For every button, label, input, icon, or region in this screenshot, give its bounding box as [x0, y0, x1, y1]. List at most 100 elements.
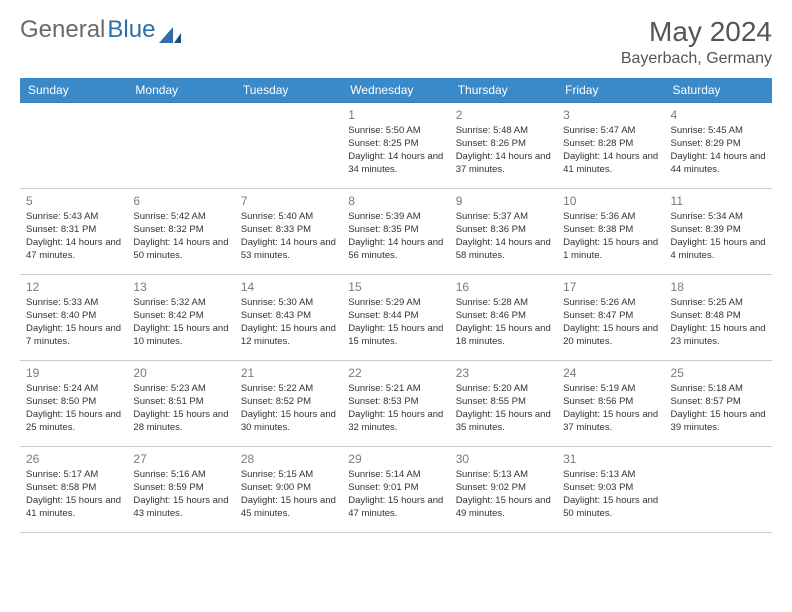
- calendar-day-cell: 15 Sunrise: 5:29 AMSunset: 8:44 PMDayligh…: [342, 275, 449, 361]
- sun-info: Sunrise: 5:28 AMSunset: 8:46 PMDaylight:…: [456, 297, 551, 348]
- logo: GeneralBlue: [20, 16, 181, 44]
- sun-info: Sunrise: 5:18 AMSunset: 8:57 PMDaylight:…: [671, 383, 766, 434]
- sun-info: Sunrise: 5:20 AMSunset: 8:55 PMDaylight:…: [456, 383, 551, 434]
- calendar-day-cell: 12 Sunrise: 5:33 AMSunset: 8:40 PMDayligh…: [20, 275, 127, 361]
- day-number: 27: [133, 451, 228, 467]
- day-number: 5: [26, 193, 121, 209]
- logo-text-blue: Blue: [107, 16, 155, 44]
- calendar-day-cell: 5 Sunrise: 5:43 AMSunset: 8:31 PMDaylight…: [20, 189, 127, 275]
- calendar-day-cell: 20 Sunrise: 5:23 AMSunset: 8:51 PMDayligh…: [127, 361, 234, 447]
- sun-info: Sunrise: 5:15 AMSunset: 9:00 PMDaylight:…: [241, 469, 336, 520]
- calendar-day-cell: [235, 103, 342, 189]
- calendar-day-cell: 18Sunrise: 5:25 AMSunset: 8:48 PMDayligh…: [665, 275, 772, 361]
- sun-info: Sunrise: 5:21 AMSunset: 8:53 PMDaylight:…: [348, 383, 443, 434]
- calendar-day-cell: 29Sunrise: 5:14 AMSunset: 9:01 PMDayligh…: [342, 447, 449, 533]
- calendar-day-cell: 22 Sunrise: 5:21 AMSunset: 8:53 PMDayligh…: [342, 361, 449, 447]
- calendar-week-row: 1 Sunrise: 5:50 AMSunset: 8:25 PMDaylight…: [20, 103, 772, 189]
- day-number: 24: [563, 365, 658, 381]
- calendar-table: SundayMondayTuesdayWednesdayThursdayFrid…: [20, 78, 772, 533]
- calendar-day-cell: 1 Sunrise: 5:50 AMSunset: 8:25 PMDaylight…: [342, 103, 449, 189]
- logo-sail-icon: [159, 22, 181, 38]
- sun-info: Sunrise: 5:22 AMSunset: 8:52 PMDaylight:…: [241, 383, 336, 434]
- sun-info: Sunrise: 5:17 AMSunset: 8:58 PMDaylight:…: [26, 469, 121, 520]
- calendar-day-cell: 8 Sunrise: 5:39 AMSunset: 8:35 PMDaylight…: [342, 189, 449, 275]
- calendar-day-cell: 2Sunrise: 5:48 AMSunset: 8:26 PMDaylight…: [450, 103, 557, 189]
- sun-info: Sunrise: 5:16 AMSunset: 8:59 PMDaylight:…: [133, 469, 228, 520]
- day-header: Wednesday: [342, 78, 449, 103]
- sun-info: Sunrise: 5:47 AMSunset: 8:28 PMDaylight:…: [563, 125, 658, 176]
- day-number: 25: [671, 365, 766, 381]
- day-number: 11: [671, 193, 766, 209]
- day-number: 8: [348, 193, 443, 209]
- calendar-day-cell: 4Sunrise: 5:45 AMSunset: 8:29 PMDaylight…: [665, 103, 772, 189]
- calendar-day-cell: 17Sunrise: 5:26 AMSunset: 8:47 PMDayligh…: [557, 275, 664, 361]
- day-number: 2: [456, 107, 551, 123]
- day-number: 22: [348, 365, 443, 381]
- day-header-row: SundayMondayTuesdayWednesdayThursdayFrid…: [20, 78, 772, 103]
- day-number: 23: [456, 365, 551, 381]
- calendar-day-cell: 28 Sunrise: 5:15 AMSunset: 9:00 PMDayligh…: [235, 447, 342, 533]
- day-number: 20: [133, 365, 228, 381]
- location-text: Bayerbach, Germany: [621, 50, 772, 68]
- calendar-day-cell: 31 Sunrise: 5:13 AMSunset: 9:03 PMDayligh…: [557, 447, 664, 533]
- calendar-day-cell: 16 Sunrise: 5:28 AMSunset: 8:46 PMDayligh…: [450, 275, 557, 361]
- sun-info: Sunrise: 5:29 AMSunset: 8:44 PMDaylight:…: [348, 297, 443, 348]
- sun-info: Sunrise: 5:50 AMSunset: 8:25 PMDaylight:…: [348, 125, 443, 176]
- calendar-day-cell: 14Sunrise: 5:30 AMSunset: 8:43 PMDayligh…: [235, 275, 342, 361]
- day-number: 31: [563, 451, 658, 467]
- sun-info: Sunrise: 5:23 AMSunset: 8:51 PMDaylight:…: [133, 383, 228, 434]
- sun-info: Sunrise: 5:33 AMSunset: 8:40 PMDaylight:…: [26, 297, 121, 348]
- day-header: Sunday: [20, 78, 127, 103]
- calendar-day-cell: 27 Sunrise: 5:16 AMSunset: 8:59 PMDayligh…: [127, 447, 234, 533]
- day-number: 3: [563, 107, 658, 123]
- day-number: 30: [456, 451, 551, 467]
- sun-info: Sunrise: 5:32 AMSunset: 8:42 PMDaylight:…: [133, 297, 228, 348]
- calendar-day-cell: [20, 103, 127, 189]
- sun-info: Sunrise: 5:42 AMSunset: 8:32 PMDaylight:…: [133, 211, 228, 262]
- sun-info: Sunrise: 5:36 AMSunset: 8:38 PMDaylight:…: [563, 211, 658, 262]
- calendar-week-row: 19Sunrise: 5:24 AMSunset: 8:50 PMDayligh…: [20, 361, 772, 447]
- calendar-week-row: 12 Sunrise: 5:33 AMSunset: 8:40 PMDayligh…: [20, 275, 772, 361]
- calendar-week-row: 26 Sunrise: 5:17 AMSunset: 8:58 PMDayligh…: [20, 447, 772, 533]
- day-number: 19: [26, 365, 121, 381]
- day-number: 29: [348, 451, 443, 467]
- day-number: 9: [456, 193, 551, 209]
- day-number: 17: [563, 279, 658, 295]
- calendar-day-cell: 19Sunrise: 5:24 AMSunset: 8:50 PMDayligh…: [20, 361, 127, 447]
- logo-text-general: General: [20, 16, 105, 44]
- day-header: Thursday: [450, 78, 557, 103]
- month-title: May 2024: [621, 16, 772, 48]
- calendar-day-cell: 23 Sunrise: 5:20 AMSunset: 8:55 PMDayligh…: [450, 361, 557, 447]
- day-number: 15: [348, 279, 443, 295]
- sun-info: Sunrise: 5:34 AMSunset: 8:39 PMDaylight:…: [671, 211, 766, 262]
- title-block: May 2024 Bayerbach, Germany: [621, 16, 772, 68]
- day-number: 26: [26, 451, 121, 467]
- day-number: 1: [348, 107, 443, 123]
- day-header: Saturday: [665, 78, 772, 103]
- calendar-day-cell: 26 Sunrise: 5:17 AMSunset: 8:58 PMDayligh…: [20, 447, 127, 533]
- calendar-day-cell: 10 Sunrise: 5:36 AMSunset: 8:38 PMDayligh…: [557, 189, 664, 275]
- calendar-day-cell: 9 Sunrise: 5:37 AMSunset: 8:36 PMDaylight…: [450, 189, 557, 275]
- day-number: 10: [563, 193, 658, 209]
- day-number: 12: [26, 279, 121, 295]
- day-number: 16: [456, 279, 551, 295]
- sun-info: Sunrise: 5:45 AMSunset: 8:29 PMDaylight:…: [671, 125, 766, 176]
- sun-info: Sunrise: 5:40 AMSunset: 8:33 PMDaylight:…: [241, 211, 336, 262]
- day-number: 13: [133, 279, 228, 295]
- calendar-day-cell: 7Sunrise: 5:40 AMSunset: 8:33 PMDaylight…: [235, 189, 342, 275]
- calendar-day-cell: 30Sunrise: 5:13 AMSunset: 9:02 PMDayligh…: [450, 447, 557, 533]
- page-header: GeneralBlue May 2024 Bayerbach, Germany: [20, 16, 772, 68]
- calendar-day-cell: 3 Sunrise: 5:47 AMSunset: 8:28 PMDaylight…: [557, 103, 664, 189]
- day-number: 18: [671, 279, 766, 295]
- sun-info: Sunrise: 5:19 AMSunset: 8:56 PMDaylight:…: [563, 383, 658, 434]
- sun-info: Sunrise: 5:39 AMSunset: 8:35 PMDaylight:…: [348, 211, 443, 262]
- day-header: Tuesday: [235, 78, 342, 103]
- sun-info: Sunrise: 5:13 AMSunset: 9:03 PMDaylight:…: [563, 469, 658, 520]
- sun-info: Sunrise: 5:43 AMSunset: 8:31 PMDaylight:…: [26, 211, 121, 262]
- day-number: 28: [241, 451, 336, 467]
- sun-info: Sunrise: 5:37 AMSunset: 8:36 PMDaylight:…: [456, 211, 551, 262]
- day-number: 6: [133, 193, 228, 209]
- day-header: Friday: [557, 78, 664, 103]
- calendar-day-cell: 11 Sunrise: 5:34 AMSunset: 8:39 PMDayligh…: [665, 189, 772, 275]
- calendar-day-cell: 13 Sunrise: 5:32 AMSunset: 8:42 PMDayligh…: [127, 275, 234, 361]
